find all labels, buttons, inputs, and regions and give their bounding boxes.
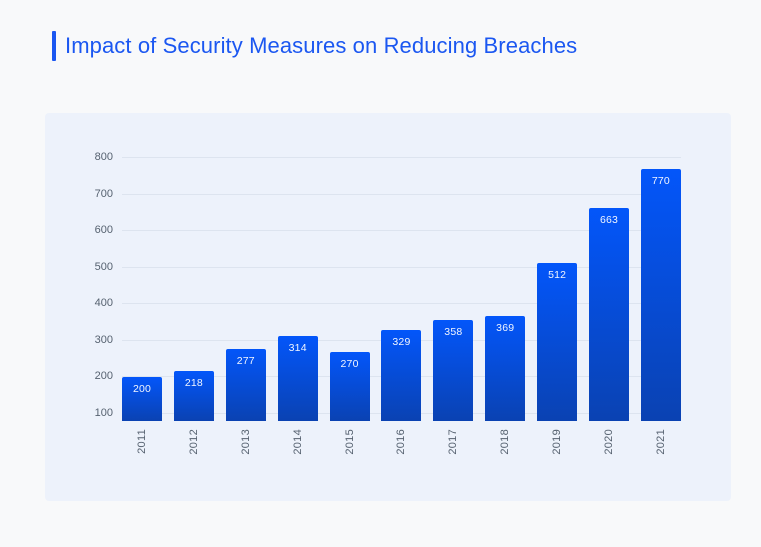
x-axis-tick: 2018	[485, 429, 525, 455]
x-axis-tick-label: 2016	[395, 429, 408, 455]
y-axis-tick-label: 400	[94, 297, 113, 310]
bar-2020: 663	[589, 208, 630, 421]
bar-value-label: 314	[288, 341, 307, 354]
x-axis-tick-label: 2017	[447, 429, 460, 455]
gridline	[122, 193, 681, 195]
x-axis: 2011 2012 2013 2014 2015 2016 2017 2018 2019 2020…	[122, 429, 681, 455]
y-axis-tick-label: 600	[94, 224, 113, 237]
x-axis-tick-label: 2015	[343, 429, 356, 455]
gridline	[122, 303, 681, 305]
chart-panel: 100 200 300 400 500 600 700 800 200 218 277 314 270…	[45, 113, 731, 501]
bar-value-label: 770	[651, 175, 670, 188]
x-axis-tick-label: 2011	[136, 429, 148, 454]
y-axis-tick-label: 500	[94, 260, 113, 273]
y-axis-tick-label: 700	[94, 187, 113, 200]
gridline	[122, 266, 681, 268]
x-axis-tick-label: 2013	[239, 429, 252, 455]
x-axis-tick: 2014	[278, 429, 318, 455]
x-axis-tick: 2013	[226, 429, 266, 455]
bar-value-label: 218	[184, 376, 203, 389]
bar-2012: 218	[173, 370, 214, 421]
y-axis-tick-label: 300	[94, 333, 113, 346]
gridline	[122, 157, 681, 159]
x-axis-tick: 2015	[330, 429, 370, 455]
bar-value-label: 369	[496, 321, 515, 334]
y-axis-tick-label: 200	[94, 370, 113, 383]
bar-value-label: 200	[132, 383, 152, 396]
x-axis-tick: 2017	[433, 429, 473, 455]
x-axis-tick: 2020	[589, 429, 629, 455]
bar-2016: 329	[381, 330, 422, 421]
x-axis-tick-label: 2021	[654, 429, 667, 455]
bar-2013: 277	[225, 349, 266, 421]
bar-value-label: 512	[548, 269, 567, 282]
bar-value-label: 329	[392, 336, 411, 349]
x-axis-tick: 2019	[537, 429, 577, 455]
bar-value-label: 270	[340, 357, 359, 370]
y-axis-tick-label: 100	[94, 406, 113, 419]
page-header: Impact of Security Measures on Reducing …	[52, 31, 577, 61]
bar-2017: 358	[433, 319, 474, 421]
x-axis-tick: 2011	[122, 429, 162, 455]
bar-2021: 770	[640, 169, 681, 421]
x-axis-tick-label: 2019	[551, 429, 564, 455]
x-axis-tick-label: 2014	[291, 429, 304, 455]
bar-2018: 369	[485, 315, 526, 421]
bar-value-label: 663	[599, 214, 619, 227]
bar-value-label: 277	[236, 355, 255, 368]
bar-value-label: 358	[444, 325, 463, 338]
title-accent-bar	[52, 31, 56, 61]
bar-series: 200 218 277 314 270 329 358 369 512 663 770	[122, 151, 681, 421]
y-axis-tick-label: 800	[94, 151, 113, 164]
x-axis-tick: 2021	[641, 429, 681, 455]
bar-2019: 512	[537, 263, 578, 421]
bar-2014: 314	[277, 335, 318, 421]
x-axis-tick: 2016	[381, 429, 421, 455]
bar-2011: 200	[122, 377, 162, 421]
page-title: Impact of Security Measures on Reducing …	[65, 33, 578, 58]
x-axis-tick-label: 2018	[499, 429, 512, 455]
x-axis-tick-label: 2012	[187, 429, 200, 455]
bar-2015: 270	[329, 351, 370, 421]
x-axis-tick: 2012	[174, 429, 214, 455]
plot-area: 100 200 300 400 500 600 700 800 200 218 277 314 270…	[95, 151, 681, 455]
gridline	[122, 230, 681, 232]
x-axis-tick-label: 2020	[603, 429, 616, 455]
